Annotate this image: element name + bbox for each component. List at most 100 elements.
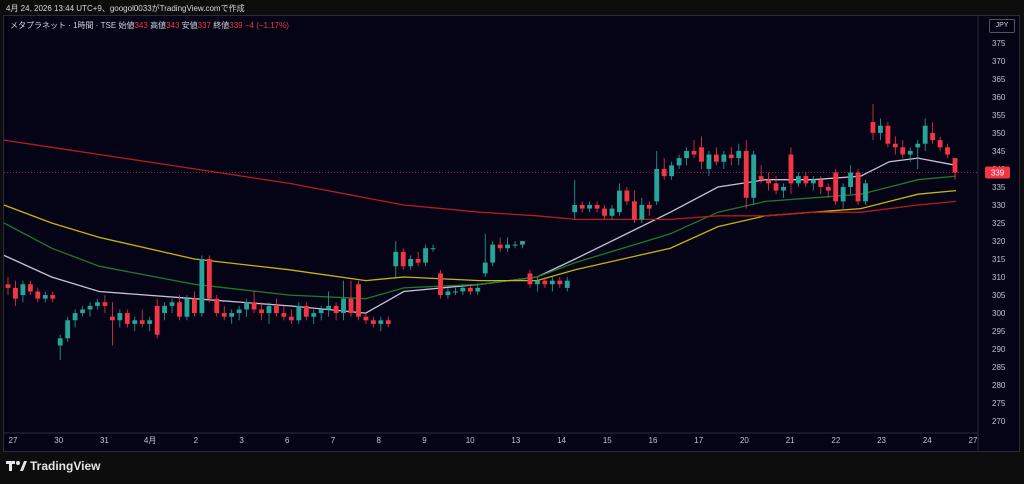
candle-body [221,313,227,317]
y-tick-label: 335 [992,183,1006,192]
candle-body [27,284,33,292]
candle-body [229,313,235,317]
candle-body [661,168,667,177]
y-tick-label: 320 [992,237,1006,246]
x-tick-label: 2 [194,436,199,445]
candle-body [870,122,876,133]
candle-body [520,241,525,245]
candle-body [356,284,361,317]
chart-frame[interactable] [3,15,1020,452]
y-tick-label: 325 [992,219,1006,228]
candle-body [184,298,190,317]
close-label: 終値 [213,21,230,30]
candle-body [445,291,451,296]
candle-body [87,305,93,310]
candle-body [363,316,369,321]
last-price-label: 339 [991,169,1005,178]
y-tick-label: 305 [992,291,1006,300]
change-value: −4 (−1.17%) [244,21,289,30]
x-tick-label: 8 [376,436,381,445]
candle-body [13,287,18,299]
candle-body [721,154,727,162]
y-tick-label: 345 [992,147,1006,156]
x-tick-label: 3 [239,436,244,445]
y-tick-label: 355 [992,111,1006,120]
candle-body [42,295,48,299]
candle-body [907,150,913,155]
candle-body [139,320,145,324]
x-tick-label: 27 [9,436,18,445]
x-tick-label: 17 [694,436,703,445]
candle-body [825,186,831,191]
candle-body [863,183,868,202]
candle-body [296,305,302,321]
candle-body [594,204,600,209]
candle-body [102,302,108,306]
open-label: 始値 [118,21,135,30]
candle-body [199,259,205,314]
candle-body [609,208,615,216]
low-label: 安値 [181,21,198,30]
candle-body [259,309,264,314]
moving-average-line [3,157,957,314]
candle-body [415,259,421,263]
high-label: 高値 [150,21,167,30]
chart-legend: メタプラネット · 1時間 · TSE 始値343 高値343 安値337 終値… [10,20,289,31]
candle-body [602,208,607,216]
candle-body [945,147,950,155]
candle-body [743,150,749,198]
candle-body [706,154,712,169]
candle-body [177,302,182,317]
candle-body [699,147,704,162]
low-value: 337 [197,21,212,30]
y-tick-label: 375 [992,39,1006,48]
candle-body [557,280,563,285]
x-tick-label: 15 [603,436,612,445]
x-tick-label: 4月 [144,436,156,445]
y-tick-label: 280 [992,381,1006,390]
candle-body [191,298,197,314]
currency-badge[interactable]: JPY [989,19,1015,33]
candle-body [505,244,511,249]
candle-body [952,158,958,173]
x-tick-label: 20 [740,436,749,445]
candle-body [646,204,652,209]
candle-body [214,298,220,314]
y-tick-label: 350 [992,129,1006,138]
x-tick-label: 21 [786,436,795,445]
candle-body [937,140,943,148]
candle-body [274,305,279,314]
candle-body [654,168,660,202]
open-value: 343 [134,21,148,30]
candle-body [109,316,115,321]
candle-body [370,320,376,324]
candle-body [72,313,78,321]
candle-body [20,284,26,296]
candle-body [65,320,71,339]
y-tick-label: 285 [992,363,1006,372]
candle-body [579,204,585,209]
candle-body [117,313,123,321]
x-tick-label: 23 [877,436,886,445]
candle-body [288,316,294,321]
candle-body [900,147,906,155]
x-tick-label: 30 [54,436,63,445]
candle-body [527,273,533,285]
candle-body [385,320,391,324]
x-tick-label: 16 [649,436,658,445]
moving-average-line [3,189,957,282]
candle-body [460,287,466,292]
candle-body [855,172,861,202]
y-tick-label: 300 [992,309,1006,318]
y-tick-label: 310 [992,273,1006,282]
candle-body [95,302,100,306]
x-tick-label: 27 [969,436,978,445]
candle-body [766,179,772,184]
candle-body [549,280,555,285]
candle-body [482,262,488,274]
candle-body [848,172,854,187]
candle-body [147,320,153,324]
candle-body [669,165,675,177]
candle-body [915,143,921,148]
